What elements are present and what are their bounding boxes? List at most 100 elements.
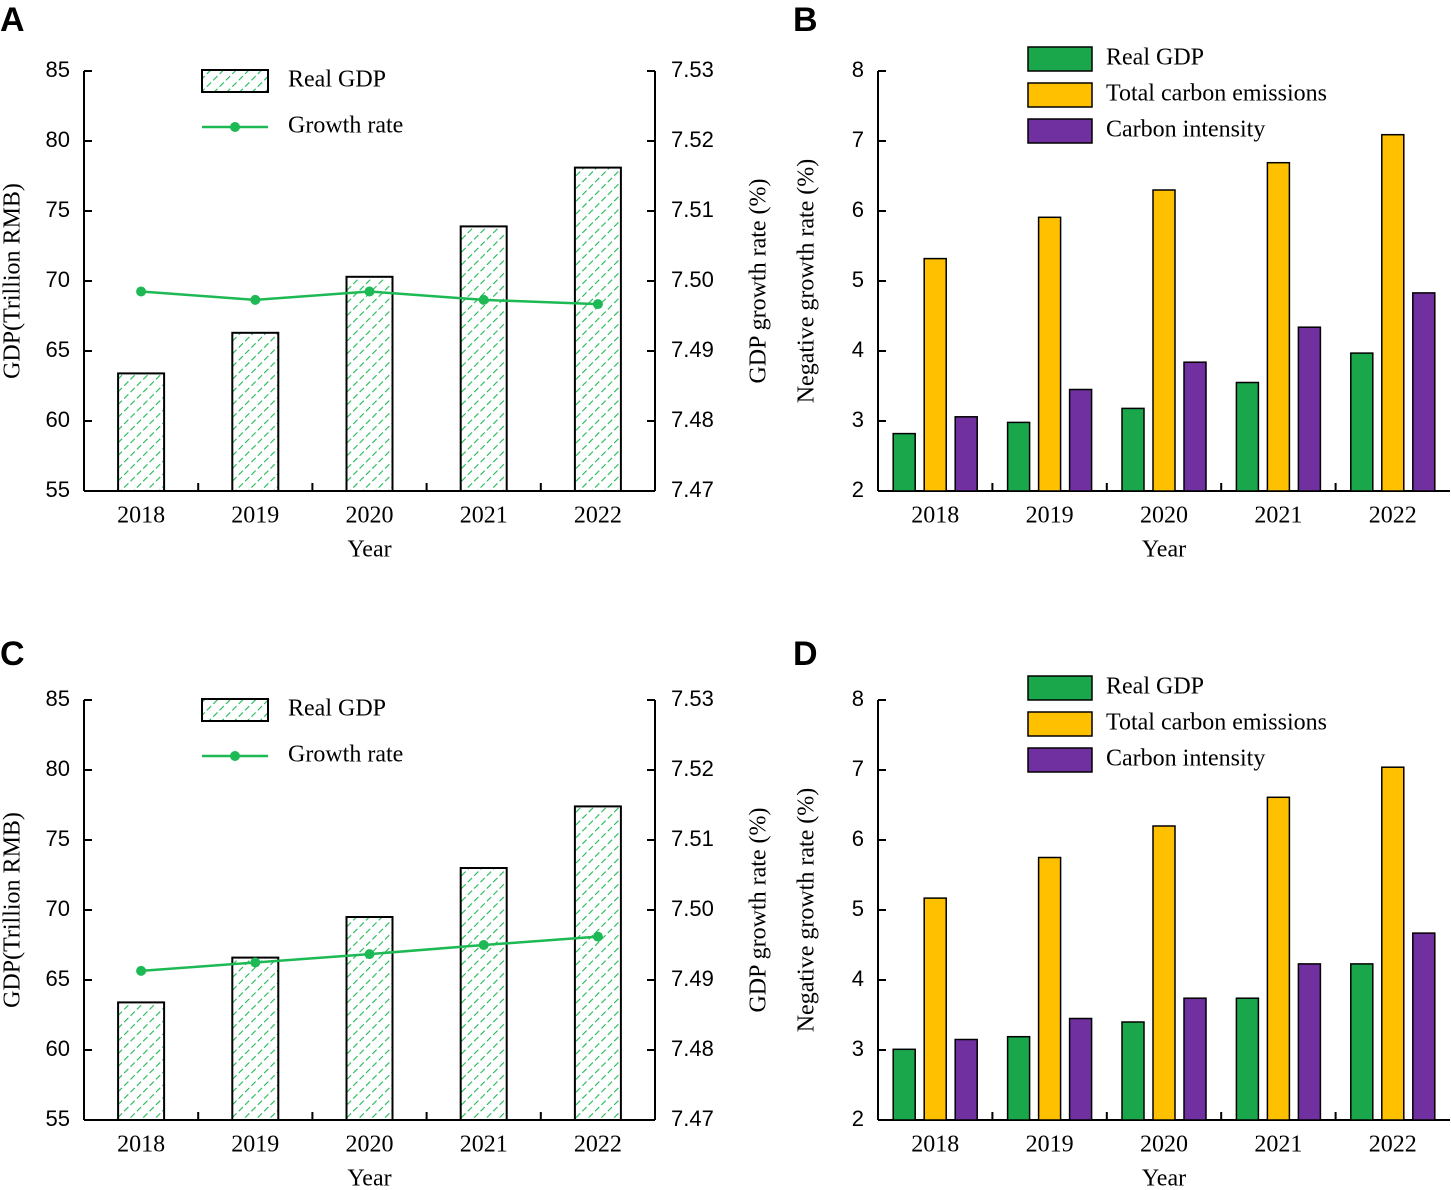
growth-rate-point-2018	[136, 965, 147, 976]
y-tick-label: 60	[46, 1036, 70, 1061]
bar-real-gdp-2018	[117, 1001, 166, 1122]
y-tick-label: 4	[852, 337, 864, 362]
legend-swatch-carbon-intensity	[1027, 118, 1093, 144]
bar-carbon-intensity-2018	[954, 1038, 978, 1121]
legend-swatch-real-gdp	[201, 698, 269, 722]
bar-total-carbon-emissions-2020	[1152, 189, 1176, 492]
y-tick-label: 80	[46, 127, 70, 152]
y-tick-label: 85	[46, 686, 70, 711]
panel-letter: A	[0, 1, 25, 39]
x-tick-label: 2022	[1369, 1132, 1417, 1158]
chart-panel-d: D 2 3 4 5 6 7 8 2018 2019 2020 2021 2022 Year Negative…	[793, 635, 1450, 1190]
chart-panel-b: B 2 3 4 5 6 7 8 2018 2019 2020 2021 2022 Year Negative…	[793, 1, 1450, 563]
x-tick-label: 2022	[574, 503, 622, 529]
growth-rate-point-2019	[250, 294, 261, 305]
y-tick-label: 6	[852, 826, 864, 851]
panel-letter: C	[0, 635, 25, 673]
x-tick-label: 2021	[460, 503, 508, 529]
legend-swatch-real-gdp	[201, 69, 269, 93]
x-axis-title: Year	[347, 537, 391, 563]
chart-panel-c: C 55 60 65 70 75 80 85 2018 2019 2020 2021 2022 Year G…	[0, 635, 772, 1190]
bar-total-carbon-emissions-2018	[923, 897, 947, 1121]
legend-marker-growth-rate	[230, 751, 240, 761]
y-tick-label: 8	[852, 686, 864, 711]
y2-tick-label: 7.51	[671, 826, 714, 851]
y-tick-label: 8	[852, 57, 864, 82]
growth-rate-point-2020	[364, 286, 375, 297]
x-tick-label: 2018	[117, 503, 165, 529]
legend-label-real-gdp: Real GDP	[288, 67, 386, 93]
x-tick-label: 2018	[117, 1132, 165, 1158]
bar-real-gdp-2019	[1006, 1035, 1031, 1121]
bar-real-gdp-2021	[459, 225, 508, 492]
chart-panel-a: A 55 60 65 70 75 80 85 2018 2019 2020 2021 2022 Year G…	[0, 1, 772, 563]
y2-tick-label: 7.52	[671, 756, 714, 781]
x-tick-label: 2018	[911, 1132, 959, 1158]
bar-carbon-intensity-2021	[1297, 963, 1322, 1121]
bar-total-carbon-emissions-2022	[1381, 133, 1405, 492]
panel-letter: D	[793, 635, 818, 673]
bar-real-gdp-2020	[345, 275, 394, 492]
growth-rate-point-2022	[592, 931, 603, 942]
legend-label-carbon-intensity: Carbon intensity	[1106, 746, 1265, 772]
y-tick-label: 55	[46, 477, 70, 502]
y-axis-title: GDP(Trillion RMB)	[0, 183, 26, 379]
panel-letter: B	[793, 1, 818, 39]
y2-axis-title: GDP growth rate (%)	[746, 807, 772, 1012]
bar-carbon-intensity-2020	[1183, 361, 1207, 492]
y-tick-label: 5	[852, 896, 864, 921]
x-tick-label: 2022	[1369, 503, 1417, 529]
y2-tick-label: 7.48	[671, 407, 714, 432]
y2-tick-label: 7.51	[671, 197, 714, 222]
y-axis-title: Negative growth rate (%)	[794, 159, 820, 404]
x-tick-label: 2020	[346, 503, 394, 529]
bar-carbon-intensity-2022	[1412, 292, 1436, 492]
bar-total-carbon-emissions-2021	[1266, 796, 1291, 1121]
x-tick-label: 2019	[1026, 1132, 1074, 1158]
legend-swatch-carbon-intensity	[1027, 747, 1093, 773]
legend-label-carbon-intensity: Carbon intensity	[1106, 117, 1265, 143]
bar-real-gdp-2019	[231, 331, 280, 492]
legend-swatch-total-carbon-emissions	[1027, 82, 1093, 108]
legend-label-growth-rate: Growth rate	[288, 113, 403, 139]
bar-total-carbon-emissions-2018	[923, 257, 947, 492]
y-axis-title: Negative growth rate (%)	[794, 788, 820, 1033]
bar-real-gdp-2018	[892, 432, 916, 492]
x-tick-label: 2019	[231, 1132, 279, 1158]
x-tick-label: 2019	[1026, 503, 1074, 529]
y-tick-label: 4	[852, 966, 864, 991]
growth-rate-point-2021	[478, 940, 489, 950]
y-tick-label: 2	[852, 477, 864, 502]
bar-carbon-intensity-2019	[1068, 1017, 1093, 1121]
y-tick-label: 65	[46, 966, 70, 991]
y-tick-label: 7	[852, 756, 864, 781]
y-tick-label: 75	[46, 826, 70, 851]
bar-real-gdp-2020	[1121, 407, 1145, 492]
x-tick-label: 2019	[231, 503, 279, 529]
y-tick-label: 65	[46, 337, 70, 362]
x-tick-label: 2021	[1254, 1132, 1302, 1158]
x-tick-label: 2020	[346, 1132, 394, 1158]
y2-tick-label: 7.52	[671, 127, 714, 152]
bar-real-gdp-2019	[1006, 421, 1031, 492]
bar-total-carbon-emissions-2022	[1381, 766, 1405, 1121]
bar-total-carbon-emissions-2021	[1266, 161, 1291, 492]
legend-label-real-gdp: Real GDP	[288, 696, 386, 722]
legend-label-growth-rate: Growth rate	[288, 742, 403, 768]
y2-tick-label: 7.50	[671, 896, 714, 921]
y-axis-title: GDP(Trillion RMB)	[0, 812, 26, 1008]
y-tick-label: 6	[852, 197, 864, 222]
bar-real-gdp-2021	[459, 867, 508, 1121]
bar-carbon-intensity-2021	[1297, 326, 1322, 492]
x-tick-label: 2020	[1140, 1132, 1188, 1158]
x-axis-title: Year	[347, 1166, 391, 1190]
legend-swatch-real-gdp	[1027, 675, 1093, 701]
y2-tick-label: 7.53	[671, 57, 714, 82]
growth-rate-point-2020	[364, 949, 375, 960]
y2-axis-title: GDP growth rate (%)	[746, 178, 772, 383]
y-tick-label: 85	[46, 57, 70, 82]
y-tick-label: 5	[852, 267, 864, 292]
growth-rate-point-2019	[250, 957, 261, 968]
bar-real-gdp-2022	[573, 166, 622, 492]
